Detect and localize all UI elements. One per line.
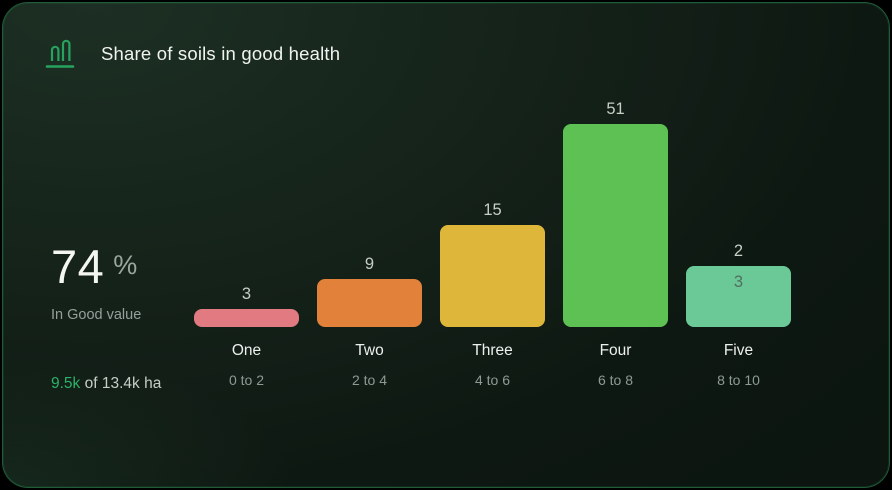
soil-health-bar-chart: 3 One 0 to 2 9 Two 2 to 4 15 Three 4 to …: [194, 100, 791, 388]
summary-block: 74 % In Good value: [51, 241, 142, 324]
percent-value: 74: [51, 240, 105, 293]
category-label: One: [231, 342, 262, 359]
bar-group-five: 2 3 Five 8 to 10: [686, 242, 791, 388]
range-label: 0 to 2: [228, 372, 265, 388]
bar-value-label: 9: [364, 255, 375, 273]
bar-one[interactable]: [194, 309, 299, 327]
bar-chart-icon: [41, 37, 77, 71]
range-label: 4 to 6: [474, 372, 511, 388]
bar-value-label: 3: [241, 285, 252, 303]
area-value: 9.5k: [51, 375, 81, 392]
bar-group-one: 3 One 0 to 2: [194, 285, 299, 388]
bar-group-two: 9 Two 2 to 4: [317, 255, 422, 388]
card-header: Share of soils in good health: [41, 37, 340, 71]
percent-unit: %: [113, 250, 138, 280]
range-label: 2 to 4: [351, 372, 388, 388]
stat-caption: In Good value: [51, 307, 142, 323]
bar-four[interactable]: [563, 124, 668, 327]
category-label: Four: [599, 342, 632, 359]
category-label: Two: [355, 342, 384, 359]
category-label: Three: [472, 342, 513, 359]
bar-value-label: 15: [483, 201, 502, 219]
category-label: Five: [723, 342, 754, 359]
range-label: 6 to 8: [597, 372, 634, 388]
bar-group-four: 51 Four 6 to 8: [563, 100, 668, 388]
bar-three[interactable]: [440, 225, 545, 327]
bar-five[interactable]: 3: [686, 266, 791, 327]
area-summary: 9.5k of 13.4k ha: [51, 375, 161, 393]
bar-two[interactable]: [317, 279, 422, 327]
percent-stat: 74 %: [51, 241, 141, 293]
area-suffix: of 13.4k ha: [80, 375, 162, 392]
bar-value-label: 2: [733, 242, 744, 260]
bar-ghost-value: 3: [733, 273, 744, 291]
range-label: 8 to 10: [717, 372, 760, 388]
page-title: Share of soils in good health: [101, 43, 341, 64]
bar-value-label: 51: [606, 100, 625, 118]
bar-group-three: 15 Three 4 to 6: [440, 201, 545, 388]
